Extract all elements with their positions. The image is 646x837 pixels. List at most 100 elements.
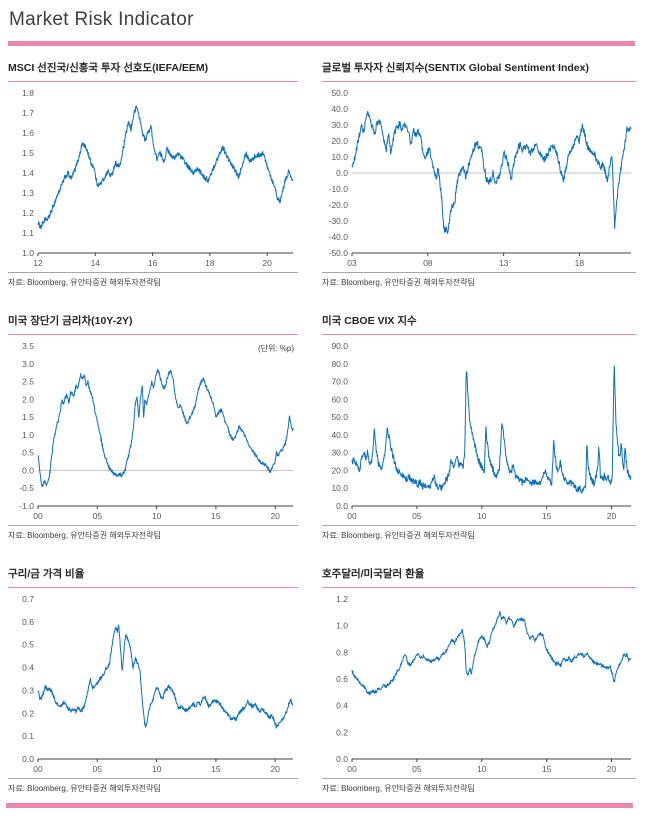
svg-text:08: 08 <box>423 258 433 268</box>
chart-block-sentix: 글로벌 투자자 신뢰지수(SENTIX Global Sentiment Ind… <box>322 58 636 288</box>
svg-text:15: 15 <box>211 511 221 521</box>
svg-text:0.0: 0.0 <box>336 754 348 764</box>
chart-block-iefa-eem: MSCI 선진국/신흥국 투자 선호도(IEFA/EEM) 1.0 1.1 1.2 1… <box>8 58 298 288</box>
page-header: Market Risk Indicator <box>0 0 646 46</box>
chart-block-yield-spread: 미국 장단기 금리차(10Y-2Y) (단위: %p) -1.0 -0.5 0.0 0… <box>8 311 298 541</box>
chart-block-vix: 미국 CBOE VIX 지수 0.0 10.0 20.0 30.0 40.0 50.0 60… <box>322 311 636 541</box>
header-accent-bar <box>8 41 635 46</box>
chart-block-audusd: 호주달러/미국달러 환율 0.0 0.2 0.4 0.6 0.8 1.0 1.2 00 05 10… <box>322 564 636 794</box>
svg-text:00: 00 <box>33 511 43 521</box>
chart-title: 구리/금 가격 비율 <box>8 564 298 588</box>
svg-text:20: 20 <box>270 511 280 521</box>
svg-text:1.6: 1.6 <box>22 128 34 138</box>
svg-text:1.1: 1.1 <box>22 228 34 238</box>
svg-text:0.0: 0.0 <box>22 754 34 764</box>
svg-text:00: 00 <box>33 764 43 774</box>
svg-text:05: 05 <box>93 511 103 521</box>
svg-text:1.5: 1.5 <box>22 148 34 158</box>
chart-title: 호주달러/미국달러 환율 <box>322 564 636 588</box>
chart-title: MSCI 선진국/신흥국 투자 선호도(IEFA/EEM) <box>8 58 298 82</box>
svg-text:10: 10 <box>477 764 487 774</box>
svg-text:18: 18 <box>205 258 215 268</box>
svg-text:1.0: 1.0 <box>22 248 34 258</box>
svg-text:0.1: 0.1 <box>22 731 34 741</box>
svg-text:14: 14 <box>91 258 101 268</box>
svg-text:3.5: 3.5 <box>22 341 34 351</box>
svg-text:2.0: 2.0 <box>22 394 34 404</box>
svg-text:03: 03 <box>347 258 357 268</box>
source-note: 자료: Bloomberg, 유안타증권 해외투자전략팀 <box>322 778 636 794</box>
chart-area: 0.0 0.2 0.4 0.6 0.8 1.0 1.2 00 05 10 15 20 <box>322 588 636 777</box>
svg-text:1.7: 1.7 <box>22 108 34 118</box>
svg-text:10.0: 10.0 <box>331 483 348 493</box>
svg-text:-0.5: -0.5 <box>19 483 34 493</box>
footer-accent-bar <box>6 803 633 808</box>
svg-text:0.4: 0.4 <box>22 663 34 673</box>
svg-text:60.0: 60.0 <box>331 394 348 404</box>
svg-text:1.0: 1.0 <box>336 621 348 631</box>
svg-text:0.0: 0.0 <box>22 465 34 475</box>
svg-text:0.3: 0.3 <box>22 685 34 695</box>
line-chart-sentix: -50.0 -40.0 -30.0 -20.0 -10.0 0.0 10.0 20.0 30.0… <box>329 88 632 268</box>
svg-text:20: 20 <box>270 764 280 774</box>
source-note: 자료: Bloomberg, 유안타증권 해외투자전략팀 <box>8 778 298 794</box>
chart-area: 0.0 10.0 20.0 30.0 40.0 50.0 60.0 70.0 80.0 90.0 0… <box>322 335 636 524</box>
svg-text:20.0: 20.0 <box>331 465 348 475</box>
line-chart-vix: 0.0 10.0 20.0 30.0 40.0 50.0 60.0 70.0 80.0 90.0 0… <box>331 341 632 521</box>
svg-text:20: 20 <box>607 764 617 774</box>
svg-text:05: 05 <box>93 764 103 774</box>
svg-text:0.7: 0.7 <box>22 594 34 604</box>
svg-text:-30.0: -30.0 <box>329 216 349 226</box>
svg-text:00: 00 <box>347 511 357 521</box>
svg-text:0.2: 0.2 <box>22 708 34 718</box>
svg-text:1.2: 1.2 <box>336 594 348 604</box>
chart-block-copper-gold: 구리/금 가격 비율 0.0 0.1 0.2 0.3 0.4 0.5 0.6 0.7 00 05 1… <box>8 564 298 794</box>
svg-text:18: 18 <box>575 258 585 268</box>
chart-title: 글로벌 투자자 신뢰지수(SENTIX Global Sentiment Ind… <box>322 58 636 82</box>
svg-text:20: 20 <box>607 511 617 521</box>
svg-text:15: 15 <box>211 764 221 774</box>
chart-title: 미국 CBOE VIX 지수 <box>322 311 636 335</box>
svg-text:15: 15 <box>542 764 552 774</box>
svg-text:0.0: 0.0 <box>336 501 348 511</box>
svg-text:2.5: 2.5 <box>22 377 34 387</box>
source-note: 자료: Bloomberg, 유안타증권 해외투자전략팀 <box>8 272 298 288</box>
svg-text:15: 15 <box>542 511 552 521</box>
svg-text:-50.0: -50.0 <box>329 248 349 258</box>
svg-text:0.4: 0.4 <box>336 701 348 711</box>
svg-text:10.0: 10.0 <box>331 152 348 162</box>
svg-text:0.0: 0.0 <box>336 168 348 178</box>
svg-text:1.4: 1.4 <box>22 168 34 178</box>
svg-text:1.8: 1.8 <box>22 88 34 98</box>
svg-text:-20.0: -20.0 <box>329 200 349 210</box>
source-note: 자료: Bloomberg, 유안타증권 해외투자전략팀 <box>322 525 636 541</box>
svg-text:20: 20 <box>262 258 272 268</box>
line-chart-yield-spread: -1.0 -0.5 0.0 0.5 1.0 1.5 2.0 2.5 3.0 3.5 00 05 10 15… <box>19 341 294 521</box>
svg-text:3.0: 3.0 <box>22 359 34 369</box>
chart-area: 0.0 0.1 0.2 0.3 0.4 0.5 0.6 0.7 00 05 10 15 20 <box>8 588 298 777</box>
line-chart-copper-gold: 0.0 0.1 0.2 0.3 0.4 0.5 0.6 0.7 00 05 10 15 20 <box>22 594 294 774</box>
svg-text:12: 12 <box>33 258 43 268</box>
svg-text:-10.0: -10.0 <box>329 184 349 194</box>
svg-text:-1.0: -1.0 <box>19 501 34 511</box>
svg-text:0.6: 0.6 <box>336 674 348 684</box>
svg-text:50.0: 50.0 <box>331 88 348 98</box>
svg-text:50.0: 50.0 <box>331 412 348 422</box>
svg-text:30.0: 30.0 <box>331 120 348 130</box>
chart-area: (단위: %p) -1.0 -0.5 0.0 0.5 1.0 1.5 2.0 2.5 3.0 3.… <box>8 335 298 524</box>
line-chart-audusd: 0.0 0.2 0.4 0.6 0.8 1.0 1.2 00 05 10 15 20 <box>336 594 632 774</box>
source-note: 자료: Bloomberg, 유안타증권 해외투자전략팀 <box>8 525 298 541</box>
chart-grid: MSCI 선진국/신흥국 투자 선호도(IEFA/EEM) 1.0 1.1 1.2 1… <box>0 46 646 817</box>
svg-text:0.8: 0.8 <box>336 647 348 657</box>
chart-area: -50.0 -40.0 -30.0 -20.0 -10.0 0.0 10.0 20.0 30.0… <box>322 82 636 271</box>
svg-text:-40.0: -40.0 <box>329 232 349 242</box>
svg-text:0.5: 0.5 <box>22 640 34 650</box>
svg-text:80.0: 80.0 <box>331 359 348 369</box>
svg-text:70.0: 70.0 <box>331 377 348 387</box>
svg-text:20.0: 20.0 <box>331 136 348 146</box>
chart-title: 미국 장단기 금리차(10Y-2Y) <box>8 311 298 335</box>
source-note: 자료: Bloomberg, 유안타증권 해외투자전략팀 <box>322 272 636 288</box>
page-title: Market Risk Indicator <box>9 9 194 30</box>
svg-text:0.6: 0.6 <box>22 617 34 627</box>
svg-text:0.5: 0.5 <box>22 448 34 458</box>
